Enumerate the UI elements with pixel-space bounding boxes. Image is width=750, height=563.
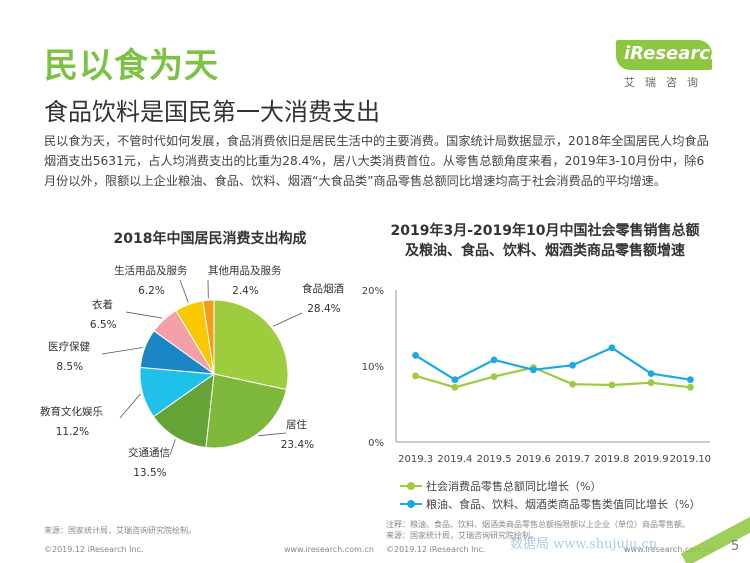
pie-leader-3: [119, 393, 141, 419]
pie-slice-0: [213, 299, 289, 391]
series-0-point-6: [647, 379, 655, 387]
series-line-0: [415, 366, 691, 389]
note-right: 注释：粮油、食品、饮料、烟酒类商品零售总额指限额以上企业（单位）商品零售额。: [386, 520, 690, 529]
legend-marker-blue: [400, 499, 422, 509]
logo-text: iResearch: [624, 43, 723, 64]
series-0-point-7: [687, 383, 694, 391]
legend-item-retail: 社会消费品零售总额同比增长（%）: [400, 478, 601, 494]
y-tick-label-0: 0%: [368, 438, 384, 449]
page-number: 5: [731, 539, 740, 554]
series-line-1: [415, 346, 691, 381]
y-tick-label-2: 20%: [362, 286, 384, 297]
page-subtitle: 食品饮料是国民第一大消费支出: [44, 98, 380, 126]
series-1-point-6: [647, 370, 655, 377]
pie-chart: 食品烟酒 28.4% 居住 23.4% 交通通信 13.5% 教育文化娱乐 11.2% 医疗保健…: [40, 264, 344, 479]
copyright-left: ©2019.12 iResearch Inc.: [44, 545, 144, 554]
pie-label-2: 交通通信: [128, 446, 170, 459]
series-1-point-1: [451, 376, 459, 384]
pie-label-6: 生活用品及服务: [114, 264, 188, 277]
x-tick-label-3: 2019.6: [516, 454, 551, 465]
pie-slice-7: [202, 299, 215, 375]
pie-slice-2: [152, 372, 215, 449]
series-0-point-1: [451, 383, 459, 391]
watermark: 数据局 www.shujuju.cn: [510, 537, 658, 552]
pie-leader-2: [169, 439, 176, 456]
series-1-point-7: [687, 376, 694, 384]
series-0-point-4: [569, 380, 576, 388]
pie-label-0: 食品烟酒: [302, 282, 344, 295]
pie-value-4: 8.5%: [56, 361, 83, 373]
pie-slice-1: [205, 373, 287, 449]
pie-value-1: 23.4%: [281, 439, 314, 451]
pie-value-6: 6.2%: [138, 285, 165, 297]
iresearch-logo: iResearch 艾瑞咨询: [616, 40, 723, 96]
x-tick-label-2: 2019.5: [477, 454, 512, 465]
url-left: www.iresearch.com.cn: [284, 545, 374, 554]
series-0-point-0: [412, 372, 419, 380]
pie-value-5: 6.5%: [90, 319, 117, 331]
intro-paragraph: 民以食为天，不管时代如何发展，食品消费依旧是居民生活中的主要消费。国家统计局数据…: [44, 134, 709, 188]
series-1-point-0: [412, 352, 419, 359]
legend-label-retail: 社会消费品零售总额同比增长（%）: [426, 480, 602, 493]
series-1-point-4: [569, 361, 576, 369]
series-1-point-5: [608, 344, 616, 352]
logo-cn-text: 艾瑞咨询: [624, 76, 708, 89]
x-tick-label-0: 2019.3: [398, 454, 433, 465]
pie-value-0: 28.4%: [307, 303, 340, 315]
legend-marker-green: [400, 481, 422, 491]
pie-value-7: 2.4%: [232, 285, 259, 297]
pie-leader-6: [179, 279, 189, 303]
pie-leader-0: [272, 312, 303, 327]
series-0-point-5: [608, 381, 616, 389]
series-1-point-2: [490, 356, 498, 364]
x-tick-label-6: 2019.9: [634, 454, 669, 465]
line-chart-title-line2: 及粮油、食品、饮料、烟酒类商品零售额增速: [405, 243, 685, 259]
x-tick-label-7: 2019.10: [670, 454, 711, 465]
legend-label-food: 粮油、食品、饮料、烟酒类商品零售类值同比增长（%）: [426, 498, 701, 511]
url-right: www.iresearch.com.cn: [624, 545, 714, 554]
pie-label-1: 居住: [286, 418, 307, 431]
series-1-point-3: [530, 366, 537, 374]
pie-label-7: 其他用品及服务: [208, 264, 282, 277]
x-tick-label-4: 2019.7: [555, 454, 590, 465]
pie-label-5: 衣着: [92, 298, 113, 311]
x-tick-label-5: 2019.8: [594, 454, 629, 465]
pie-leader-5: [125, 311, 163, 319]
pie-value-3: 11.2%: [56, 426, 89, 438]
line-chart-title-line1: 2019年3月-2019年10月中国社会零售销售总额: [390, 223, 700, 239]
logo-badge: [616, 40, 712, 70]
pie-label-3: 教育文化娱乐: [40, 405, 103, 418]
pie-label-4: 医疗保健: [48, 340, 90, 353]
pie-leader-1: [258, 432, 287, 437]
source-left: 来源：国家统计局，艾瑞咨询研究院绘制。: [44, 526, 196, 535]
legend-item-food: 粮油、食品、饮料、烟酒类商品零售类值同比增长（%）: [400, 496, 700, 512]
pie-leader-4: [101, 347, 143, 355]
pie-value-2: 13.5%: [133, 467, 166, 479]
pie-chart-title: 2018年中国居民消费支出构成: [113, 231, 307, 247]
y-tick-label-1: 10%: [362, 362, 384, 373]
page-title: 民以食为天: [44, 46, 219, 86]
copyright-right: ©2019.12 iResearch Inc.: [386, 545, 486, 554]
x-tick-label-1: 2019.4: [437, 454, 472, 465]
line-chart-title: 2019年3月-2019年10月中国社会零售销售总额 及粮油、食品、饮料、烟酒类…: [380, 221, 710, 261]
line-chart: 0% 10% 20% 2019.3 2019.4 2019.5 2019.6 2019.7 20…: [362, 286, 711, 465]
source-right: 来源：国家统计局，艾瑞咨询研究院绘制。: [386, 531, 538, 540]
series-0-point-2: [490, 373, 498, 380]
